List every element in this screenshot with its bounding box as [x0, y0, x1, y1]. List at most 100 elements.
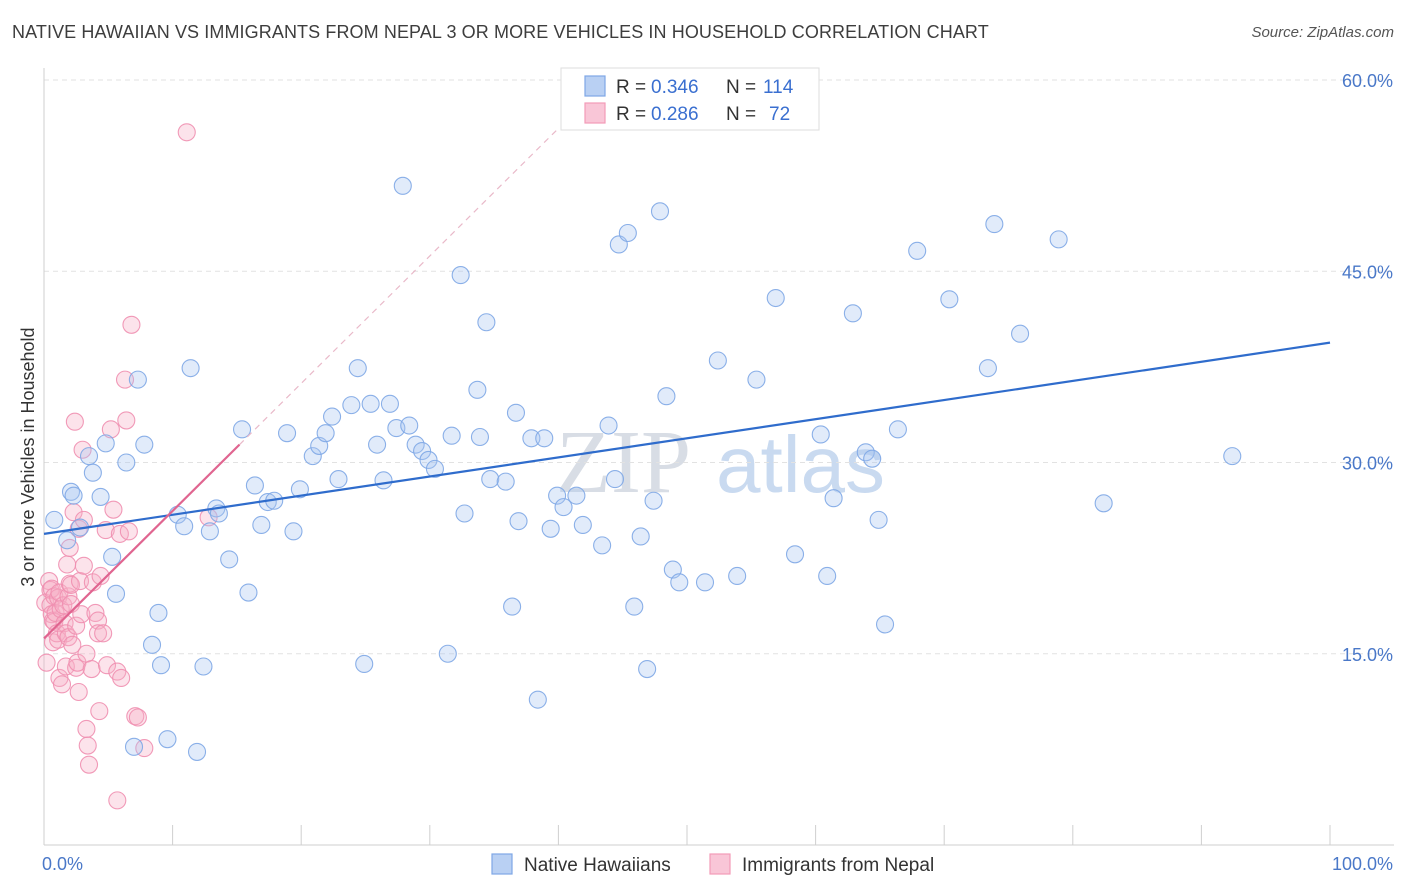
native-hawaiian-point-102: [875, 615, 895, 634]
nepal-point-65: [119, 522, 138, 541]
nepal-point-19: [54, 596, 73, 615]
legend-n-value-1: 114: [763, 77, 794, 98]
native-hawaiian-point-18: [158, 730, 177, 749]
nepal-point-42: [74, 556, 93, 575]
legend-n-label-2: N =: [726, 104, 756, 125]
native-hawaiian-point-6: [83, 463, 102, 482]
native-hawaiian-point-92: [747, 370, 766, 389]
native-hawaiian-point-57: [442, 426, 461, 445]
native-hawaiian-point-42: [342, 396, 361, 415]
native-hawaiian-point-16: [149, 603, 168, 623]
native-hawaiian-point-31: [252, 515, 271, 535]
nepal-point-66: [122, 315, 141, 334]
native-hawaiian-point-74: [567, 486, 586, 505]
native-hawaiian-point-36: [290, 480, 309, 499]
native-hawaiian-point-90: [708, 351, 727, 370]
nepal-point-57: [101, 420, 120, 439]
bottom-legend-swatch-nepal: [709, 853, 731, 875]
native-hawaiian-point-34: [278, 424, 297, 443]
native-hawaiian-point-72: [548, 486, 567, 505]
nepal-point-30: [63, 635, 82, 654]
native-hawaiian-point-81: [625, 597, 644, 616]
native-hawaiian-point-84: [644, 491, 663, 510]
nepal-point-23: [58, 555, 77, 574]
nepal-point-47: [82, 659, 101, 679]
native-hawaiian-point-7: [91, 487, 110, 506]
nepal-point-34: [67, 616, 86, 635]
tick-labels: 15.0% 30.0% 45.0% 60.0% 0.0% 100.0%: [42, 71, 1393, 874]
native-hawaiian-point-64: [496, 472, 515, 491]
native-hawaiian-point-78: [605, 470, 625, 489]
nepal-point-63: [115, 370, 135, 389]
native-hawaiian-point-47: [374, 471, 393, 490]
nepal-point-64: [117, 411, 136, 430]
native-hawaiian-point-21: [181, 359, 200, 378]
nepal-point-46: [79, 755, 99, 774]
native-hawaiian-point-29: [239, 583, 258, 602]
nepal-point-62: [112, 668, 131, 688]
native-hawaiian-point-45: [361, 394, 380, 413]
native-hawaiian-point-109: [1049, 230, 1068, 249]
y-axis-title: 3 or more Vehicles in Household: [18, 327, 38, 586]
bottom-legend-label-nepal: Immigrants from Nepal: [742, 855, 934, 876]
native-hawaiian-point-20: [175, 517, 194, 536]
nepal-trend-line: [43, 443, 241, 640]
nepal-trend-extension: [239, 128, 559, 446]
nepal-point-27: [60, 574, 79, 593]
nepal-point-68: [128, 708, 147, 727]
native-hawaiian-point-68: [522, 429, 541, 448]
native-hawaiian-point-11: [117, 453, 136, 472]
native-hawaiian-point-37: [303, 447, 322, 466]
native-hawaiian-point-83: [638, 659, 657, 679]
bottom-legend-label-native-hawaiians: Native Hawaiians: [524, 855, 671, 876]
native-hawaiian-point-86: [657, 387, 676, 406]
native-hawaiian-point-17: [151, 656, 171, 675]
native-hawaiian-point-71: [541, 519, 560, 538]
native-hawaiian-point-105: [940, 290, 959, 309]
native-hawaiian-point-100: [863, 449, 882, 468]
nepal-point-29: [61, 575, 81, 594]
native-hawaiian-point-14: [135, 435, 154, 454]
nepal-point-18: [52, 675, 72, 694]
nepal-point-58: [104, 500, 123, 519]
nepal-point-32: [65, 412, 84, 431]
native-hawaiian-point-30: [245, 476, 264, 495]
native-hawaiian-point-103: [888, 420, 907, 439]
native-hawaiian-point-55: [425, 459, 444, 478]
native-hawaiian-point-28: [232, 420, 252, 439]
native-hawaiian-point-75: [573, 515, 592, 535]
nepal-point-56: [97, 656, 117, 675]
native-hawaiian-point-89: [695, 573, 715, 592]
native-hawaiian-point-111: [1223, 447, 1242, 466]
nepal-point-45: [78, 736, 97, 755]
legend-r-label-1: R =: [616, 77, 646, 98]
native-hawaiian-point-94: [785, 545, 805, 564]
native-hawaiian-point-1: [58, 531, 77, 550]
watermark: ZIP atlas: [556, 413, 885, 512]
native-hawaiian-point-88: [670, 573, 689, 592]
native-hawaiian-point-10: [106, 584, 126, 603]
legend-n-label-1: N =: [726, 77, 756, 98]
native-hawaiian-point-76: [593, 536, 612, 555]
native-hawaiian-point-56: [438, 644, 457, 663]
x-tick-label-min: 0.0%: [42, 854, 83, 874]
native-hawaiian-point-40: [323, 407, 342, 426]
native-hawaiian-point-46: [368, 435, 387, 454]
nepal-point-43: [77, 719, 96, 739]
native-hawaiian-point-39: [316, 424, 335, 443]
native-hawaiian-point-97: [824, 489, 843, 508]
bottom-legend-swatch-native-hawaiians: [491, 853, 513, 875]
nepal-point-44: [77, 644, 96, 663]
nepal-point-39: [72, 605, 91, 624]
nepal-point-40: [73, 440, 92, 459]
native-hawaiian-point-63: [481, 470, 500, 489]
legend: R = 0.346 N = 114 R = 0.286 N = 72: [560, 67, 820, 131]
y-tick-label-1: 30.0%: [1342, 454, 1393, 474]
trend-lines: [43, 128, 1331, 640]
native-hawaiian-point-5: [79, 447, 99, 466]
native-hawaiian-point-62: [477, 313, 496, 332]
x-tick-label-max: 100.0%: [1332, 854, 1393, 874]
native-hawaiian-point-77: [599, 416, 618, 435]
native-hawaiian-point-59: [455, 504, 474, 523]
